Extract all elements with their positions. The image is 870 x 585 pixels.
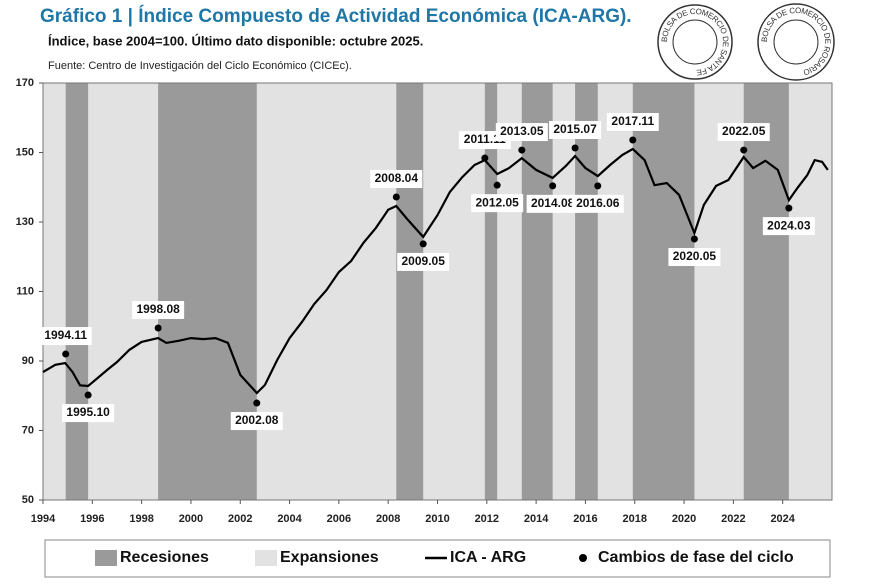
logo-inner bbox=[773, 19, 819, 65]
x-tick-label: 1996 bbox=[80, 513, 104, 525]
label-bg bbox=[762, 217, 815, 236]
label-bg bbox=[717, 123, 770, 142]
label-bg bbox=[471, 194, 524, 213]
label-bg bbox=[370, 169, 423, 188]
label-bg bbox=[668, 248, 721, 267]
x-tick-label: 2002 bbox=[228, 513, 252, 525]
phase-dot bbox=[84, 391, 92, 399]
phase-label: 2014.08 bbox=[531, 196, 575, 210]
phase-dot bbox=[785, 204, 793, 212]
phase-dot bbox=[62, 350, 70, 358]
phase-label: 1994.11 bbox=[44, 328, 87, 342]
x-tick-label: 2006 bbox=[327, 513, 351, 525]
phase-dot bbox=[594, 182, 602, 190]
phase-dot bbox=[154, 324, 162, 332]
logo-santa-fe bbox=[657, 4, 733, 80]
y-tick-label: 130 bbox=[16, 216, 34, 228]
label-bg bbox=[571, 194, 624, 213]
phase-dot bbox=[518, 146, 526, 154]
legend-label: Recesiones bbox=[120, 549, 209, 566]
x-tick-label: 2012 bbox=[475, 513, 499, 525]
x-tick-label: 2004 bbox=[277, 513, 302, 525]
x-tick-label: 2008 bbox=[376, 513, 400, 525]
x-tick-label: 2000 bbox=[179, 513, 203, 525]
series-line bbox=[42, 147, 829, 395]
recession-band bbox=[65, 83, 89, 500]
phase-label: 2009.05 bbox=[402, 254, 446, 268]
recession-band bbox=[396, 83, 424, 500]
recession-band bbox=[632, 83, 695, 500]
x-tick-label: 2010 bbox=[425, 513, 449, 525]
y-tick-label: 70 bbox=[22, 424, 34, 436]
phase-label: 2015.07 bbox=[553, 122, 597, 136]
y-tick-label: 90 bbox=[22, 355, 34, 367]
x-tick-label: 2018 bbox=[623, 513, 647, 525]
x-tick-label: 2016 bbox=[573, 513, 597, 525]
x-tick-label: 1998 bbox=[129, 513, 153, 525]
phase-dot bbox=[253, 399, 261, 407]
y-tick-label: 110 bbox=[16, 285, 34, 297]
phase-label: 2017.11 bbox=[611, 114, 654, 128]
phase-label: 2008.04 bbox=[375, 171, 419, 185]
label-bg bbox=[397, 252, 450, 271]
label-bg bbox=[230, 412, 283, 431]
recession-band bbox=[575, 83, 598, 500]
phase-label: 2011.11 bbox=[464, 132, 506, 146]
phase-label: 1995.10 bbox=[66, 405, 110, 419]
phase-dot bbox=[419, 240, 427, 248]
phase-dot bbox=[549, 182, 557, 190]
legend-swatch bbox=[255, 550, 277, 566]
y-tick-label: 170 bbox=[16, 77, 34, 89]
phase-label: 2024.03 bbox=[767, 218, 811, 232]
recession-band bbox=[484, 83, 498, 500]
label-bg bbox=[62, 404, 115, 423]
label-bg bbox=[39, 327, 92, 346]
logo-rosario bbox=[757, 3, 835, 81]
phase-dot bbox=[481, 154, 489, 162]
x-tick-label: 2020 bbox=[672, 513, 696, 525]
phase-label: 2012.05 bbox=[475, 195, 519, 209]
phase-dot bbox=[690, 235, 698, 243]
recession-band bbox=[743, 83, 789, 500]
legend-label: Expansiones bbox=[280, 549, 379, 566]
phase-dot bbox=[740, 146, 748, 154]
label-bg bbox=[526, 194, 579, 213]
recession-band bbox=[158, 83, 257, 500]
y-tick-label: 150 bbox=[16, 146, 34, 158]
phase-label: 2022.05 bbox=[722, 124, 766, 138]
x-tick-label: 1994 bbox=[31, 513, 56, 525]
x-tick-label: 2014 bbox=[524, 513, 549, 525]
phase-dot bbox=[571, 144, 579, 152]
legend-label: ICA - ARG bbox=[450, 549, 526, 566]
x-tick-label: 2022 bbox=[721, 513, 745, 525]
phase-label: 2020.05 bbox=[673, 249, 717, 263]
x-tick-label: 2024 bbox=[770, 513, 795, 525]
label-bg bbox=[549, 120, 602, 139]
chart-title: Gráfico 1 | Índice Compuesto de Activida… bbox=[40, 5, 632, 27]
phase-label: 2016.06 bbox=[576, 196, 620, 210]
phase-dot bbox=[493, 181, 501, 189]
label-bg bbox=[132, 300, 185, 319]
label-bg bbox=[495, 123, 548, 142]
phase-dot bbox=[392, 193, 400, 201]
subtitle: Índice, base 2004=100. Último dato dispo… bbox=[48, 33, 423, 48]
legend-swatch bbox=[95, 550, 117, 566]
phase-label: 2002.08 bbox=[235, 413, 279, 427]
logo-inner bbox=[672, 19, 718, 65]
legend-swatch bbox=[579, 554, 587, 562]
label-bg bbox=[606, 112, 659, 131]
source: Fuente: Centro de Investigación del Cicl… bbox=[48, 60, 352, 72]
y-tick-label: 50 bbox=[22, 494, 34, 506]
phase-label: 2013.05 bbox=[500, 124, 544, 138]
recession-band bbox=[521, 83, 553, 500]
phase-label: 1998.08 bbox=[136, 302, 180, 316]
phase-dot bbox=[629, 136, 637, 144]
legend-label: Cambios de fase del ciclo bbox=[598, 549, 794, 566]
